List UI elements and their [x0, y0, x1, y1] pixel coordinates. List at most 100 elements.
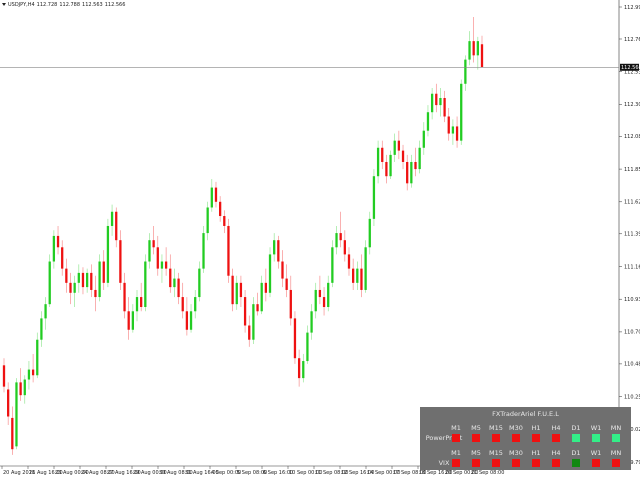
timeframe-label-m30: M30: [507, 449, 525, 457]
candle-body: [3, 365, 5, 386]
timeframe-label-m1: M1: [447, 424, 465, 432]
candle-body: [136, 297, 138, 311]
candle-body: [356, 269, 358, 283]
candle-body: [252, 304, 254, 340]
candle-body: [152, 240, 154, 247]
candle-body: [310, 311, 312, 332]
price-label: 111.620: [624, 200, 640, 206]
candle-body: [98, 262, 100, 298]
current-price-label: 112.566: [621, 65, 640, 71]
candle-body: [398, 141, 400, 151]
price-label: 110.935: [624, 297, 640, 303]
timeframe-label-w1: W1: [587, 424, 605, 432]
candle-body: [481, 44, 483, 67]
signal-cell-powerprofit-mn: [612, 434, 620, 442]
signal-cell-vix-m5: [472, 459, 480, 467]
candle-body: [11, 418, 13, 449]
candle-body: [352, 269, 354, 283]
candle-body: [273, 240, 275, 254]
candle-body: [269, 254, 271, 292]
candle-body: [74, 283, 76, 293]
title-open: 112.728: [37, 2, 58, 8]
timeframe-label-h4: H4: [547, 449, 565, 457]
candle-body: [265, 283, 267, 293]
candle-body: [335, 233, 337, 247]
candle-body: [473, 41, 475, 55]
candle-body: [49, 262, 51, 305]
candle-body: [182, 297, 184, 311]
candle-body: [402, 151, 404, 162]
candle-body: [111, 212, 113, 226]
candle-body: [423, 131, 425, 148]
price-label: 112.080: [624, 134, 640, 140]
candle-body: [169, 269, 171, 287]
candle-body: [173, 279, 175, 288]
signal-cell-vix-h1: [532, 459, 540, 467]
price-label: 111.395: [624, 232, 640, 238]
timeframe-label-m5: M5: [467, 449, 485, 457]
candle-body: [78, 273, 80, 283]
timeframe-label-d1: D1: [567, 449, 585, 457]
signal-cell-powerprofit-m5: [472, 434, 480, 442]
candle-body: [7, 389, 9, 416]
candle-body: [306, 333, 308, 361]
indicator-title: FXTraderAriel F.U.E.L: [420, 410, 631, 418]
candle-body: [202, 233, 204, 269]
candle-body: [460, 84, 462, 141]
candle-body: [373, 176, 375, 219]
candle-body: [119, 240, 121, 283]
candle-body: [248, 326, 250, 340]
candle-body: [227, 226, 229, 276]
candle-body: [198, 269, 200, 297]
chart-title-bar: USDJPY,H4 112.728 112.788 112.563 112.566: [2, 2, 127, 8]
candle-body: [364, 247, 366, 290]
candle-body: [435, 94, 437, 105]
price-label: 112.305: [624, 102, 640, 108]
candle-body: [94, 290, 96, 297]
candle-body: [24, 380, 26, 396]
signal-cell-powerprofit-h1: [532, 434, 540, 442]
candle-body: [128, 311, 130, 329]
candle-body: [215, 188, 217, 202]
price-label: 110.250: [624, 394, 640, 400]
candle-body: [65, 269, 67, 283]
signal-cell-vix-d1: [572, 459, 580, 467]
timeframe-label-mn: MN: [607, 424, 625, 432]
timeframe-label-d1: D1: [567, 424, 585, 432]
candle-body: [319, 290, 321, 297]
candle-body: [261, 283, 263, 311]
timeframe-label-mn: MN: [607, 449, 625, 457]
candle-body: [290, 290, 292, 318]
candle-body: [323, 297, 325, 307]
candle-body: [414, 162, 416, 169]
timeframe-label-m5: M5: [467, 424, 485, 432]
candle-body: [103, 262, 105, 283]
candle-body: [44, 304, 46, 318]
candle-body: [281, 262, 283, 279]
title-low: 112.563: [82, 2, 103, 8]
candle-body: [115, 212, 117, 240]
candle-body: [40, 318, 42, 339]
candle-body: [86, 273, 88, 287]
candle-body: [344, 240, 346, 254]
candle-body: [468, 41, 470, 59]
timeframe-label-h4: H4: [547, 424, 565, 432]
candle-body: [360, 269, 362, 290]
candle-body: [194, 297, 196, 311]
candle-body: [157, 247, 159, 268]
candle-body: [443, 98, 445, 116]
candle-body: [394, 141, 396, 155]
candle-body: [57, 236, 59, 247]
candle-body: [448, 116, 450, 133]
price-label: 110.705: [624, 330, 640, 336]
candle-body: [286, 279, 288, 290]
candle-body: [32, 370, 34, 376]
title-close: 112.566: [105, 2, 126, 8]
price-label: 111.850: [624, 167, 640, 173]
candle-body: [36, 340, 38, 376]
candle-body: [439, 98, 441, 105]
candle-body: [161, 262, 163, 269]
price-label: 112.765: [624, 37, 640, 43]
signal-cell-vix-m1: [452, 459, 460, 467]
candle-body: [452, 126, 454, 133]
